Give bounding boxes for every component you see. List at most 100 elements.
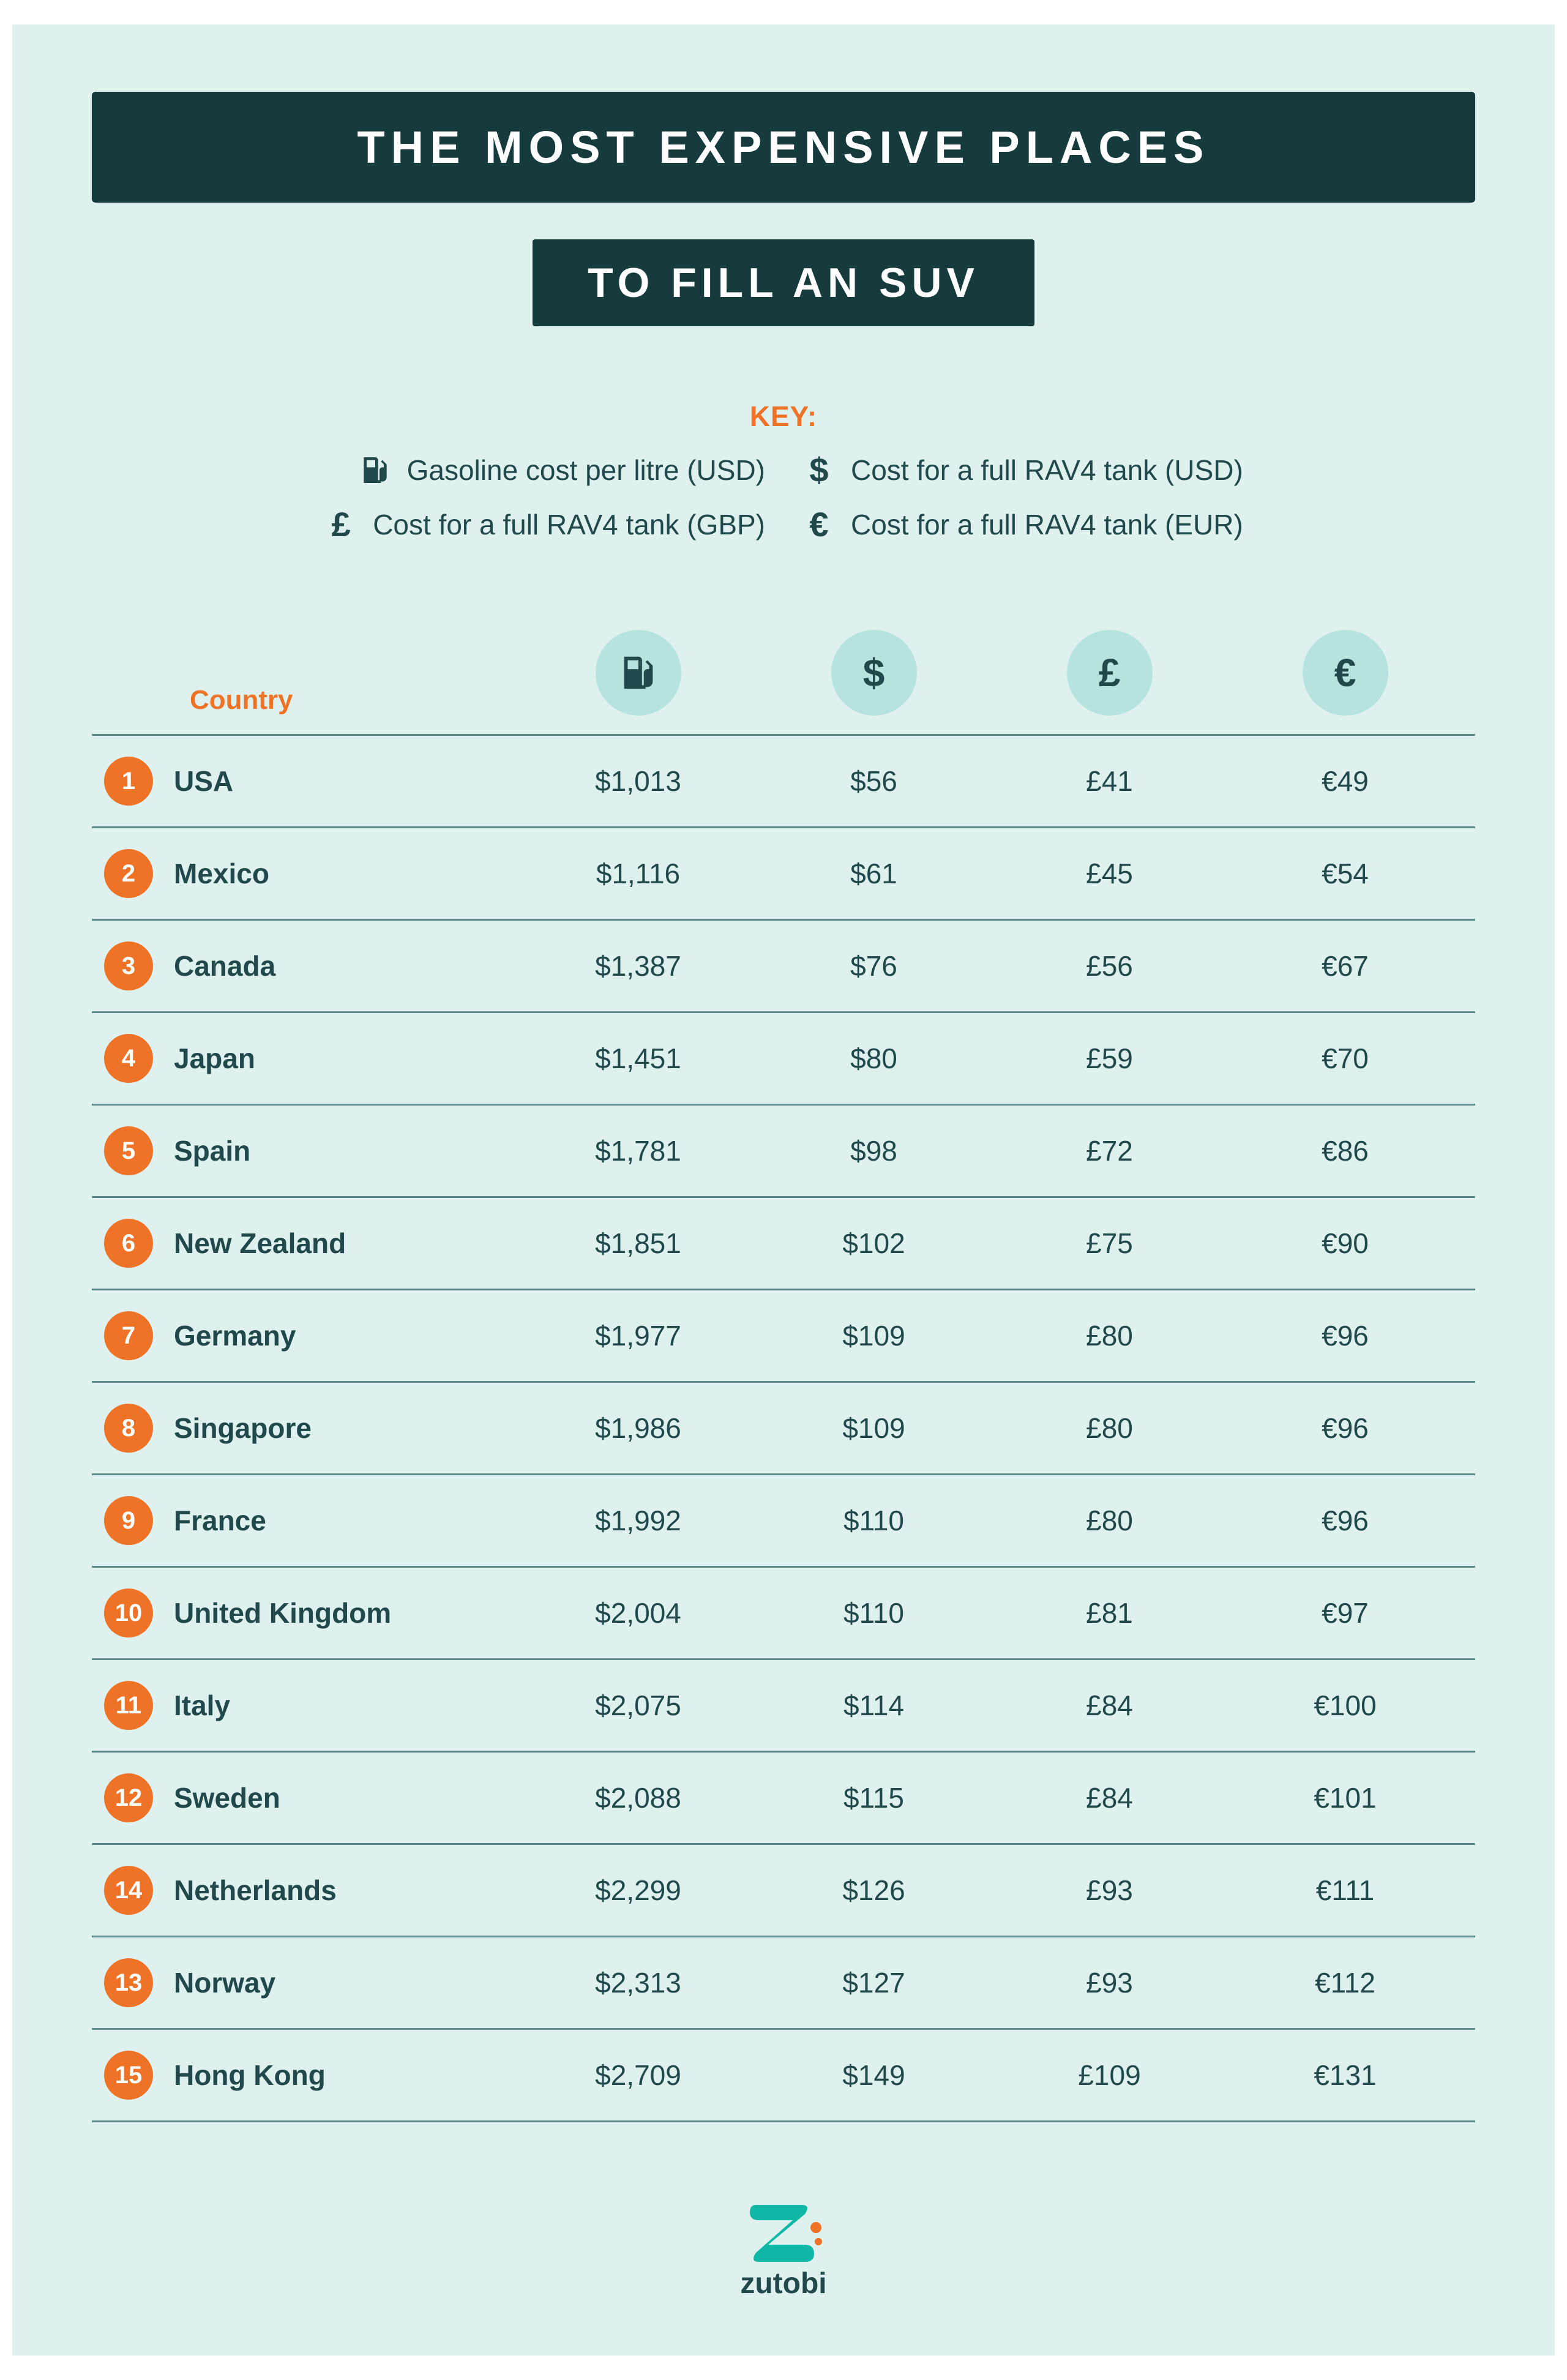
cell-litre: $2,313 [520,1966,756,1999]
table-row: 2Mexico$1,116$61£45€54 [92,826,1475,919]
cell-eur: €96 [1227,1412,1463,1445]
cell-eur: €100 [1227,1689,1463,1722]
rank-badge: 12 [104,1773,153,1822]
pound-icon: £ [324,504,358,544]
cell-gbp: £80 [992,1412,1227,1445]
rank-badge: 8 [104,1404,153,1453]
cell-gbp: £80 [992,1319,1227,1352]
title-line1: THE MOST EXPENSIVE PLACES [92,92,1475,203]
cell-eur: €70 [1227,1042,1463,1075]
cell-eur: €97 [1227,1596,1463,1630]
cell-eur: €49 [1227,765,1463,798]
footer: zutobi [92,2196,1475,2300]
rank-country: 8 Singapore [104,1404,520,1453]
cell-usd: $61 [756,857,992,890]
table-row: 1USA$1,013$56£41€49 [92,734,1475,826]
cell-litre: $1,013 [520,765,756,798]
cell-gbp: £45 [992,857,1227,890]
rank-badge: 4 [104,1034,153,1083]
key-block: KEY: Gasoline cost per litre (USD) $ Cos… [92,400,1475,544]
cell-usd: $80 [756,1042,992,1075]
key-text: Cost for a full RAV4 tank (USD) [851,454,1243,487]
country-name: France [174,1504,266,1537]
cell-usd: $109 [756,1319,992,1352]
cell-gbp: £75 [992,1227,1227,1260]
country-name: Singapore [174,1412,312,1445]
table-row: 14Netherlands$2,299$126£93€111 [92,1843,1475,1936]
cell-litre: $1,986 [520,1412,756,1445]
cell-litre: $1,116 [520,857,756,890]
subtitle-wrap: TO FILL AN SUV [92,239,1475,326]
cell-gbp: £109 [992,2059,1227,2092]
cell-usd: $110 [756,1504,992,1537]
cell-usd: $115 [756,1781,992,1814]
cell-eur: €86 [1227,1134,1463,1167]
rank-badge: 10 [104,1589,153,1637]
table-row: 10United Kingdom$2,004$110£81€97 [92,1566,1475,1658]
cell-gbp: £93 [992,1966,1227,1999]
rank-badge: 2 [104,849,153,898]
table-row: 7Germany$1,977$109£80€96 [92,1289,1475,1381]
cell-gbp: £41 [992,765,1227,798]
key-text: Cost for a full RAV4 tank (EUR) [851,508,1243,541]
table-row: 5Spain$1,781$98£72€86 [92,1104,1475,1196]
cell-litre: $1,387 [520,949,756,982]
table-row: 9France$1,992$110£80€96 [92,1473,1475,1566]
key-label: KEY: [92,400,1475,433]
rank-country: 2Mexico [104,849,520,898]
cell-eur: €54 [1227,857,1463,890]
cell-eur: €67 [1227,949,1463,982]
table-row: 8 Singapore $1,986$109£80€96 [92,1381,1475,1473]
rank-country: 7 Germany [104,1311,520,1360]
country-name: Canada [174,949,275,982]
rank-country: 4Japan [104,1034,520,1083]
table-row: 15Hong Kong$2,709$149£109€131 [92,2028,1475,2122]
rank-badge: 6 [104,1219,153,1268]
rank-country: 6New Zealand [104,1219,520,1268]
table-header: Country $ £ € [92,630,1475,734]
cell-usd: $76 [756,949,992,982]
pound-icon: £ [1067,630,1153,716]
cell-litre: $2,088 [520,1781,756,1814]
rank-country: 9 France [104,1496,520,1545]
country-name: Germany [174,1319,296,1352]
cell-usd: $98 [756,1134,992,1167]
cell-gbp: £81 [992,1596,1227,1630]
zutobi-mark-icon [744,2196,823,2263]
cell-usd: $109 [756,1412,992,1445]
rank-badge: 9 [104,1496,153,1545]
table-row: 3Canada$1,387$76£56€67 [92,919,1475,1011]
country-name: Norway [174,1966,275,1999]
rank-country: 14Netherlands [104,1866,520,1915]
cell-usd: $149 [756,2059,992,2092]
cell-gbp: £80 [992,1504,1227,1537]
brand-logo: zutobi [740,2196,826,2300]
cell-usd: $127 [756,1966,992,1999]
cell-eur: €111 [1227,1874,1463,1907]
cell-gbp: £84 [992,1689,1227,1722]
country-name: Italy [174,1689,230,1722]
table-row: 4Japan$1,451$80£59€70 [92,1011,1475,1104]
country-header: Country [104,685,520,716]
data-table: Country $ £ € 1USA$1,013$56£41€492Mexico… [92,630,1475,2122]
cell-litre: $1,851 [520,1227,756,1260]
cell-gbp: £59 [992,1042,1227,1075]
euro-icon: € [802,504,836,544]
key-text: Gasoline cost per litre (USD) [407,454,765,487]
country-name: Hong Kong [174,2059,326,2092]
rank-country: 12Sweden [104,1773,520,1822]
table-row: 12Sweden$2,088$115£84€101 [92,1751,1475,1843]
euro-icon: € [1303,630,1388,716]
rank-badge: 7 [104,1311,153,1360]
country-name: USA [174,765,233,798]
col-usd: $ [756,630,992,716]
key-grid: Gasoline cost per litre (USD) $ Cost for… [202,450,1365,544]
rank-badge: 5 [104,1126,153,1175]
dollar-icon: $ [831,630,917,716]
rank-badge: 15 [104,2051,153,2100]
table-row: 6New Zealand$1,851$102£75€90 [92,1196,1475,1289]
key-item-usd: $ Cost for a full RAV4 tank (USD) [802,450,1365,490]
cell-eur: €101 [1227,1781,1463,1814]
cell-gbp: £84 [992,1781,1227,1814]
key-item-gbp: £ Cost for a full RAV4 tank (GBP) [202,504,765,544]
